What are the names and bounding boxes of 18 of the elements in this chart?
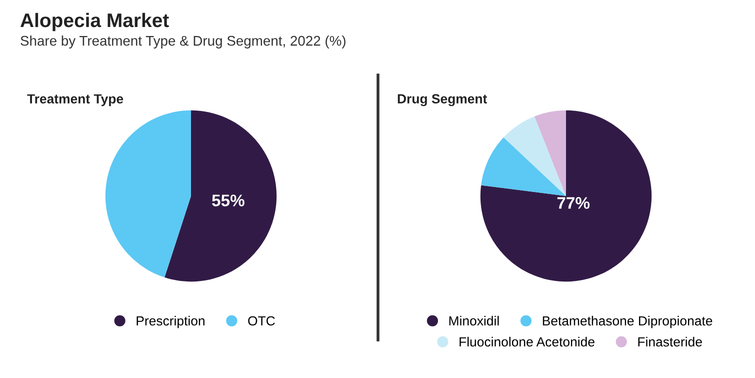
data-label: 55% — [212, 194, 244, 206]
text: Alopecia Market — [20, 12, 169, 32]
legend-label: OTC — [248, 316, 275, 326]
pie-slice — [534, 110, 566, 196]
pie-slice — [480, 110, 652, 282]
legend-label: Minoxidil — [449, 316, 499, 326]
text: Share by Treatment Type & Drug Segment, 2022 (%) — [20, 36, 346, 48]
pie-slice — [504, 116, 566, 196]
pie-slice — [164, 110, 277, 282]
legend-label: Betamethasone Dipropionate — [542, 316, 712, 328]
legend-label: Prescription — [136, 316, 204, 328]
chart-title: Drug Segment — [398, 94, 488, 106]
data-label: 77% — [557, 197, 590, 209]
legend-label: Finasteride — [638, 336, 702, 347]
pie-slice — [481, 137, 566, 196]
legend-label: Fluocinolone Acetonide — [460, 336, 594, 347]
pie-slice — [105, 110, 191, 278]
chart-title: Treatment Type — [27, 94, 124, 106]
